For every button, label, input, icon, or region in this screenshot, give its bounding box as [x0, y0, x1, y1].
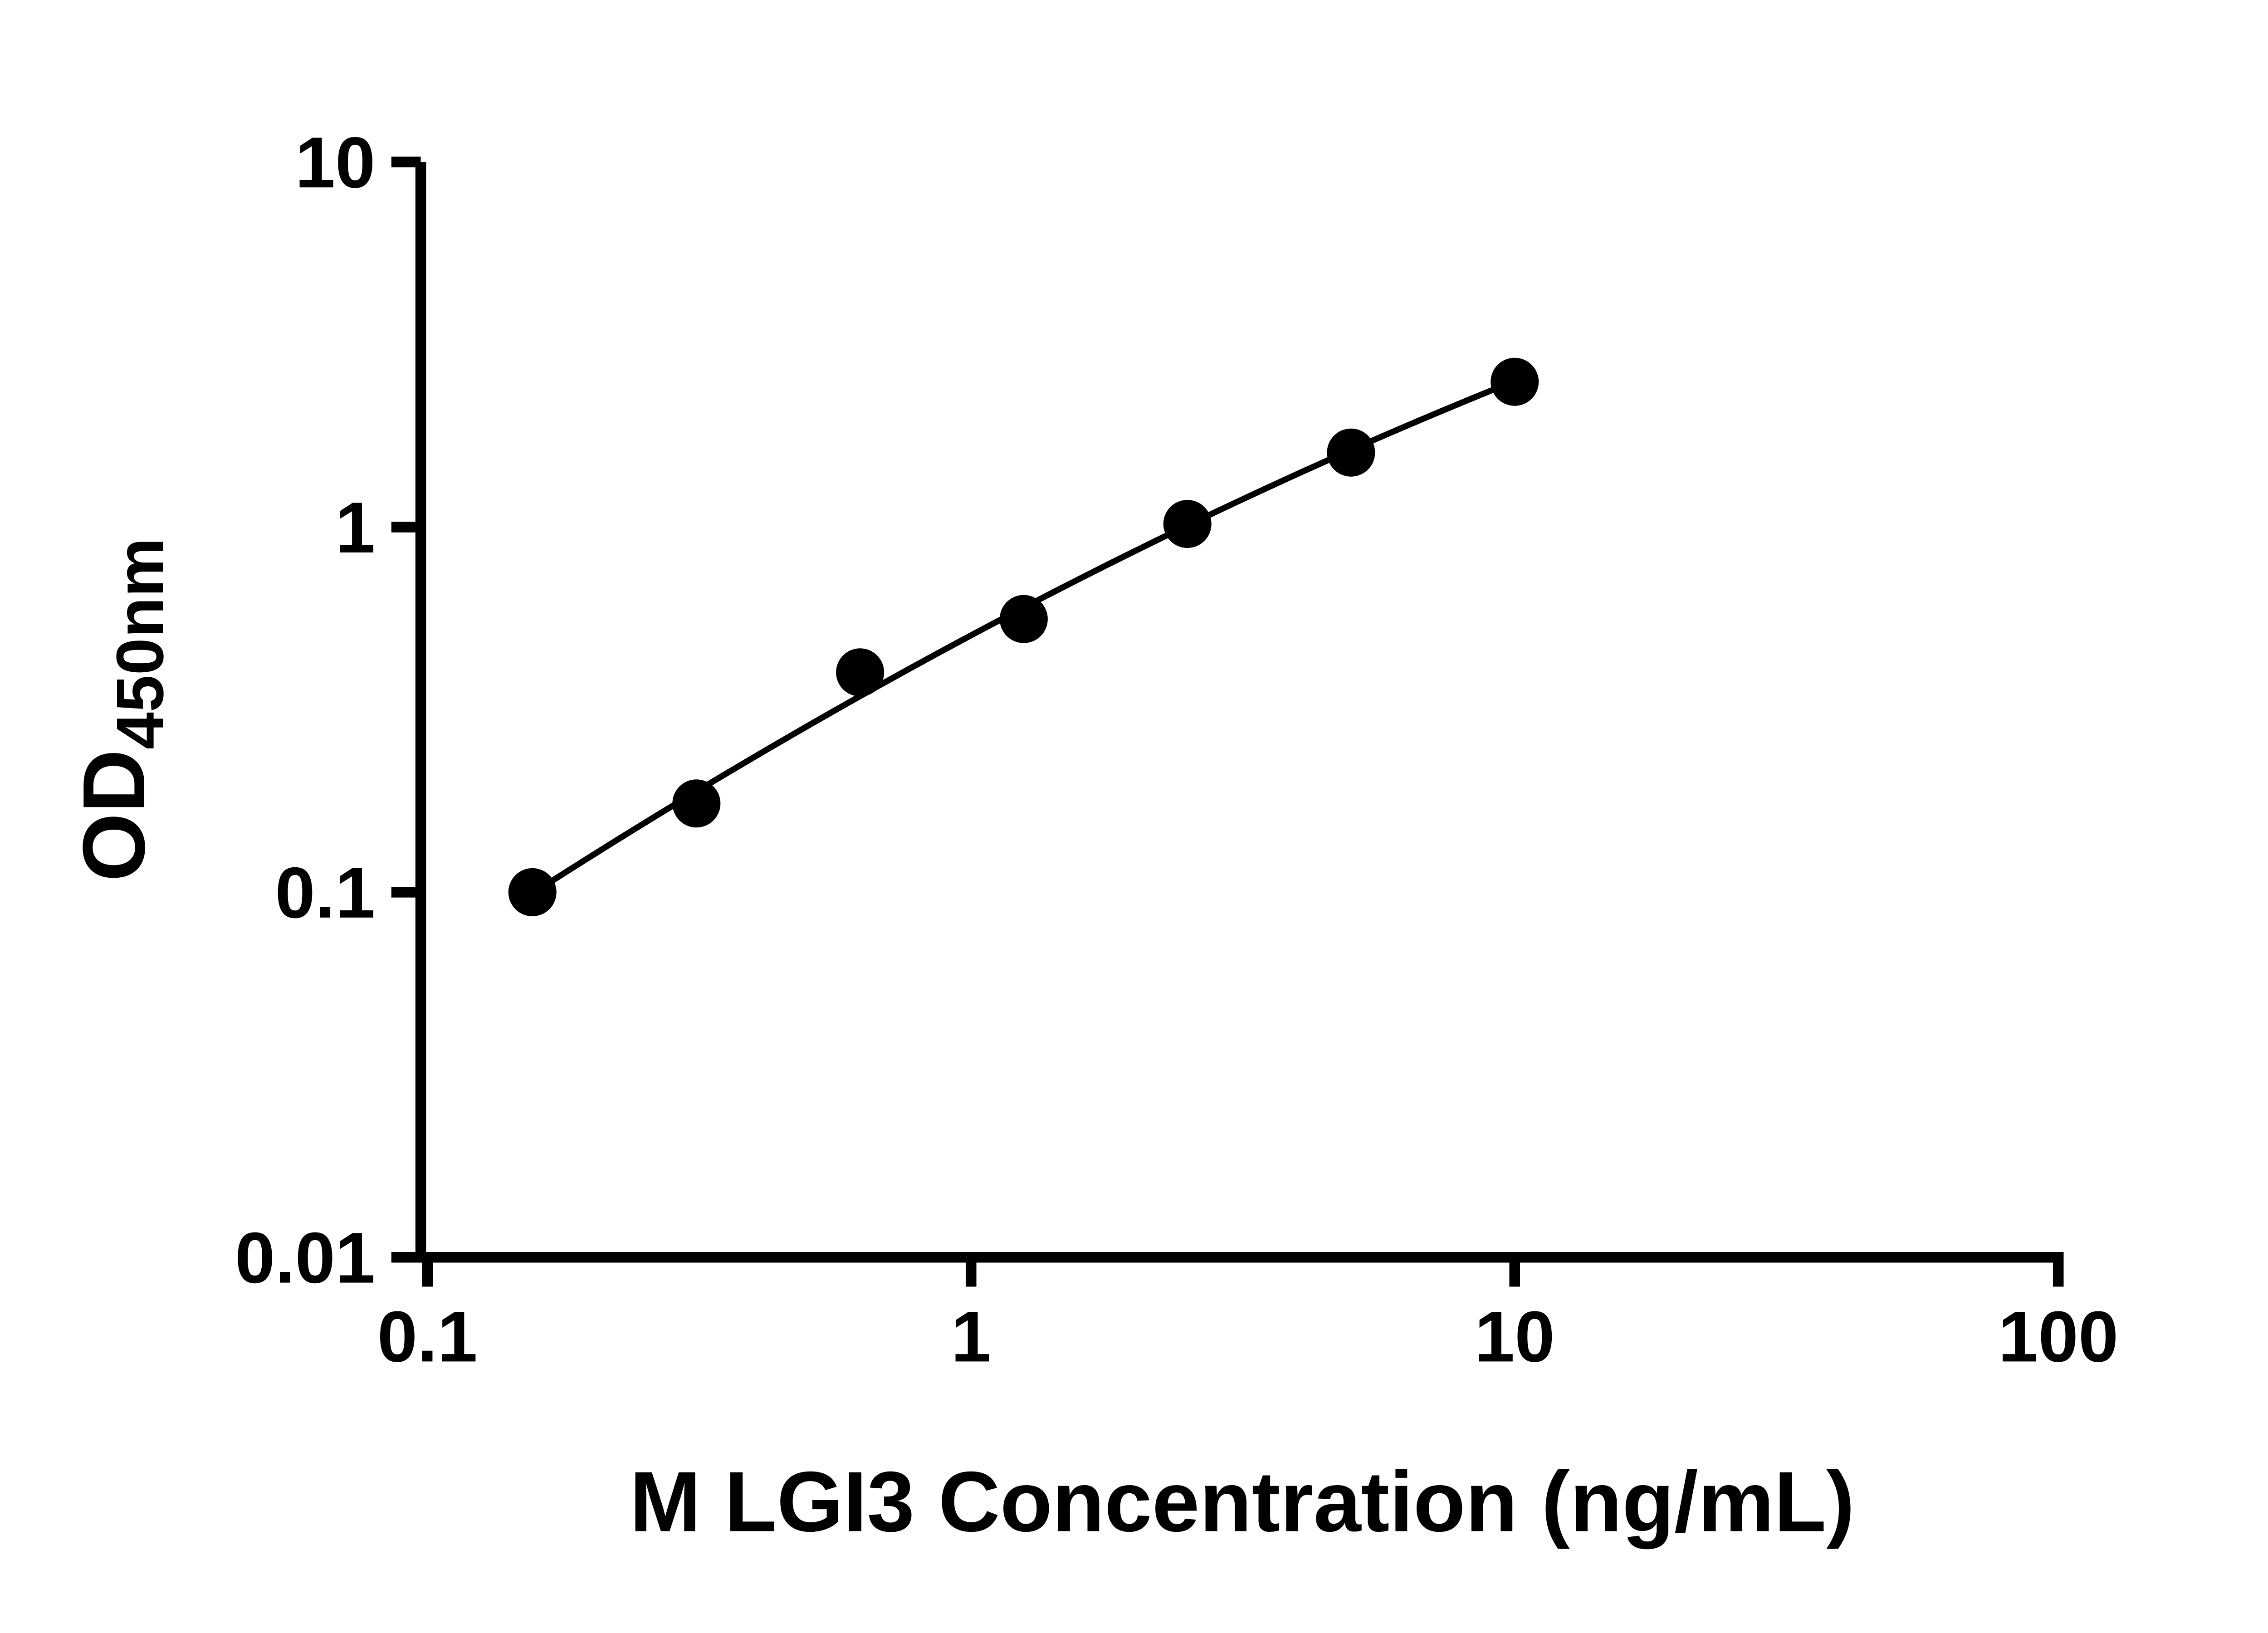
data-point [1491, 357, 1539, 406]
data-point [672, 779, 721, 828]
y-axis-label: OD450nm [65, 538, 177, 881]
x-tick-label: 10 [1475, 1296, 1555, 1377]
y-axis-label-main: OD [65, 749, 163, 882]
axes [415, 162, 2064, 1263]
y-tick-label: 10 [295, 122, 376, 203]
y-tick-label: 0.01 [235, 1217, 375, 1298]
tick-marks [391, 156, 2064, 1287]
y-tick-label: 0.1 [275, 852, 375, 933]
data-point [508, 868, 557, 916]
data-point [1327, 428, 1375, 477]
y-tick-label: 1 [335, 487, 375, 568]
series [508, 357, 1539, 916]
x-tick-label: 100 [1998, 1296, 2118, 1377]
data-point [836, 648, 885, 697]
y-axis-label-subscript: 450nm [103, 538, 177, 749]
data-point [1163, 500, 1212, 548]
axis-spine [415, 162, 2064, 1263]
data-point [999, 595, 1048, 643]
x-tick-label: 0.1 [377, 1296, 478, 1377]
x-axis-label: M LGI3 Concentration (ng/mL) [630, 1453, 1855, 1549]
x-tick-label: 1 [951, 1296, 991, 1377]
